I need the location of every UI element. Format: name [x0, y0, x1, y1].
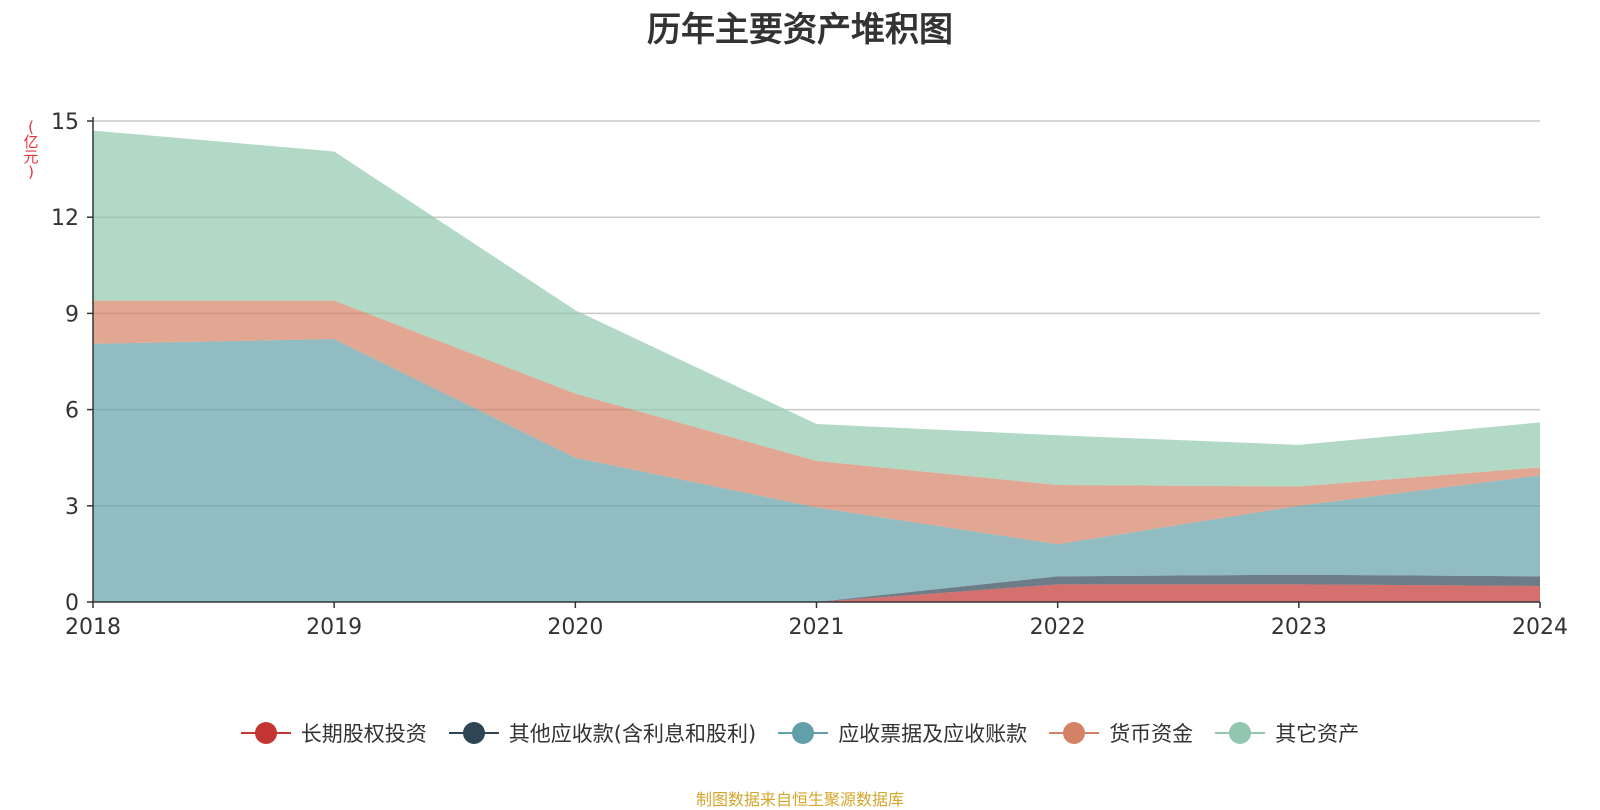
area-series-1: [93, 584, 1540, 602]
y-tick-label: 3: [65, 495, 79, 520]
legend-marker-icon: [448, 721, 499, 745]
y-axis-unit-label: (亿元): [23, 118, 39, 181]
y-tick-label: 12: [51, 206, 79, 231]
legend-marker-icon: [1049, 721, 1100, 745]
chart-legend: 长期股权投资 其他应收款(含利息和股利) 应收票据及应收账款 货币资金 其它资产: [0, 718, 1600, 748]
area-series-5: [93, 130, 1540, 487]
y-tick-label: 9: [65, 302, 79, 327]
y-tick-label: 0: [65, 591, 79, 616]
legend-label: 长期股权投资: [300, 722, 427, 746]
legend-label: 应收票据及应收账款: [838, 722, 1028, 746]
legend-marker-icon: [778, 721, 829, 745]
x-tick-label: 2021: [789, 615, 845, 640]
legend-marker-icon: [1215, 721, 1266, 745]
x-tick-label: 2019: [306, 615, 362, 640]
legend-item-2[interactable]: 其他应收款(含利息和股利): [448, 718, 757, 748]
legend-label: 其他应收款(含利息和股利): [508, 722, 757, 746]
x-tick-label: 2023: [1271, 615, 1327, 640]
area-series-3: [93, 339, 1540, 602]
legend-item-4[interactable]: 货币资金: [1049, 718, 1193, 748]
x-tick-label: 2024: [1512, 615, 1568, 640]
legend-label: 其它资产: [1275, 722, 1360, 746]
area-series-2: [93, 574, 1540, 602]
x-tick-label: 2020: [547, 615, 603, 640]
y-tick-label: 15: [51, 110, 79, 135]
legend-item-3[interactable]: 应收票据及应收账款: [778, 718, 1027, 748]
x-tick-label: 2018: [65, 615, 121, 640]
chart-title: 历年主要资产堆积图: [647, 10, 953, 50]
source-note: 制图数据来自恒生聚源数据库: [695, 790, 904, 809]
legend-item-1[interactable]: 长期股权投资: [240, 718, 427, 748]
legend-label: 货币资金: [1109, 722, 1194, 746]
y-tick-label: 6: [65, 399, 79, 424]
legend-marker-icon: [240, 721, 291, 745]
area-series-4: [93, 300, 1540, 545]
x-tick-label: 2022: [1030, 615, 1086, 640]
legend-item-5[interactable]: 其它资产: [1215, 718, 1359, 748]
